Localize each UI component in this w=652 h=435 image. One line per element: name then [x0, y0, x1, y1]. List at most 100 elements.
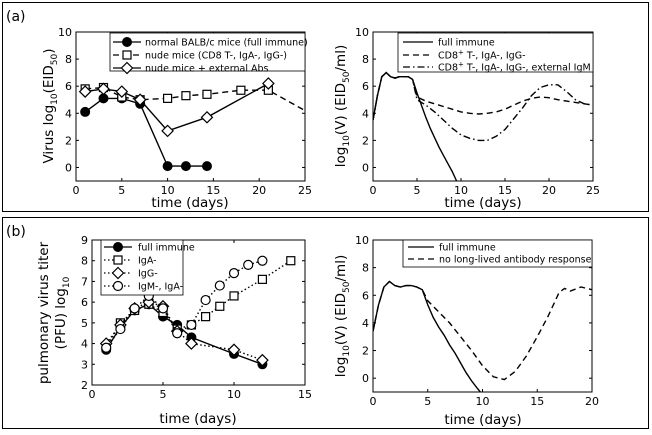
y-tick-label: 5: [81, 317, 88, 330]
y-axis-label-line2: (PFU) log10: [53, 276, 72, 349]
legend-label-part: T-, IgA-, IgG-: [464, 51, 526, 62]
legend-label: normal BALB/c mice (full immune): [145, 38, 308, 49]
series-line: [373, 71, 593, 142]
legend-label: nude mice + external Abs: [145, 64, 269, 75]
data-point: [78, 85, 92, 98]
data-point: [228, 268, 240, 279]
data-point: [227, 343, 241, 357]
data-point: [180, 161, 191, 172]
data-point: [201, 161, 212, 172]
legend-label-sup: +: [458, 49, 464, 57]
data-point: [101, 342, 112, 353]
legend-label-part: T-, IgA-, IgG-, external IgM: [464, 63, 591, 74]
data-point: [115, 323, 126, 335]
data-point: [262, 77, 275, 90]
y-tick-label: 4: [362, 107, 369, 120]
series-line: [84, 97, 207, 167]
y-axis-label: log10(V) (EID50/ml): [333, 45, 352, 167]
legend-marker: [113, 255, 123, 265]
plot-area: [75, 31, 306, 182]
y-tick-label: 2: [362, 134, 369, 147]
x-tick-label: 20: [252, 184, 266, 197]
data-point: [243, 259, 254, 270]
legend-label: IgA-: [138, 256, 157, 267]
legend-marker: [112, 280, 124, 292]
y-tick-label: 7: [81, 275, 88, 288]
x-tick-label: 15: [498, 184, 512, 197]
data-point: [162, 161, 173, 172]
data-point: [200, 110, 214, 124]
data-point: [201, 312, 211, 322]
x-tick-label: 5: [160, 388, 167, 401]
legend-marker: [122, 37, 132, 47]
data-point: [236, 85, 246, 95]
x-axis-label: time (days): [151, 195, 228, 211]
legend-label: CD8+ T-, IgA-, IgG-: [438, 49, 526, 62]
x-tick-label: 0: [370, 184, 377, 197]
data-point: [229, 291, 239, 301]
plot-area: [91, 239, 306, 386]
x-tick-label: 0: [73, 184, 80, 197]
y-tick-label: 0: [65, 161, 72, 174]
y-tick-label: 4: [81, 338, 88, 351]
legend-label: full immune: [439, 243, 496, 254]
y-tick-label: 6: [65, 80, 72, 93]
legend-box: [402, 239, 593, 268]
y-tick-label: 2: [65, 134, 72, 147]
y-tick-label: 8: [362, 262, 369, 275]
legend-label-part: full immune: [438, 38, 495, 49]
chart-b-right: log10(V) (EID50/ml) time (days) 0 5 10 15 20…: [333, 234, 599, 428]
series-line: [85, 86, 305, 112]
y-tick-label: 8: [81, 255, 88, 268]
y-tick-label: 4: [362, 317, 369, 330]
x-tick-label: 15: [530, 395, 544, 408]
series-line: [105, 303, 263, 365]
legend-box: [109, 32, 306, 72]
series-line: [373, 280, 592, 381]
data-point: [172, 328, 183, 339]
y-axis-label-line1: pulmonary virus titer: [36, 241, 52, 384]
chart-a-left: Virus log10(EID50) time (days) 0 5 10 15 20 2…: [41, 26, 312, 211]
data-point: [257, 274, 267, 284]
data-point: [157, 303, 169, 314]
x-tick-label: 15: [206, 184, 220, 197]
x-tick-label: 5: [424, 395, 431, 408]
x-tick-label: 10: [227, 388, 241, 401]
data-point: [215, 301, 225, 311]
y-tick-label: 6: [81, 296, 88, 309]
x-tick-label: 0: [89, 388, 96, 401]
x-tick-label: 5: [414, 184, 421, 197]
legend-marker: [120, 61, 134, 75]
data-point: [256, 353, 269, 367]
x-tick-label: 25: [586, 184, 600, 197]
legend-label: no long-lived antibody response: [439, 255, 592, 266]
y-tick-label: 0: [362, 161, 369, 174]
panel-a-frame: [2, 2, 649, 212]
plot-area: [372, 31, 594, 182]
y-axis-label: Virus log10(EID50): [41, 48, 60, 163]
x-tick-label: 15: [298, 388, 312, 401]
legend-label-sup: +: [458, 61, 464, 69]
data-point: [257, 255, 268, 266]
legend-marker: [113, 242, 123, 252]
x-axis-label: time (days): [444, 412, 521, 428]
legend-box: [397, 32, 594, 73]
legend-label: full immune: [138, 243, 195, 254]
y-tick-label: 4: [65, 107, 72, 120]
data-point: [163, 93, 173, 103]
y-tick-label: 6: [362, 80, 369, 93]
x-axis-label: time (days): [444, 195, 521, 211]
legend-label: CD8+ T-, IgA-, IgG-, external IgM: [438, 61, 591, 74]
legend-label: IgG-: [138, 269, 158, 280]
y-tick-label: 10: [355, 234, 369, 247]
x-tick-label: 20: [542, 184, 556, 197]
x-tick-label: 5: [118, 184, 125, 197]
x-tick-label: 10: [161, 184, 175, 197]
y-tick-label: 10: [58, 26, 72, 39]
legend-marker: [122, 50, 132, 60]
y-tick-label: 2: [362, 345, 369, 358]
legend-label: nude mice (CD8 T-, IgA-, IgG-): [145, 51, 287, 62]
chart-a-right: log10(V) (EID50/ml) time (days) 0 5 10 15 20…: [333, 26, 600, 211]
series-line: [373, 71, 593, 121]
